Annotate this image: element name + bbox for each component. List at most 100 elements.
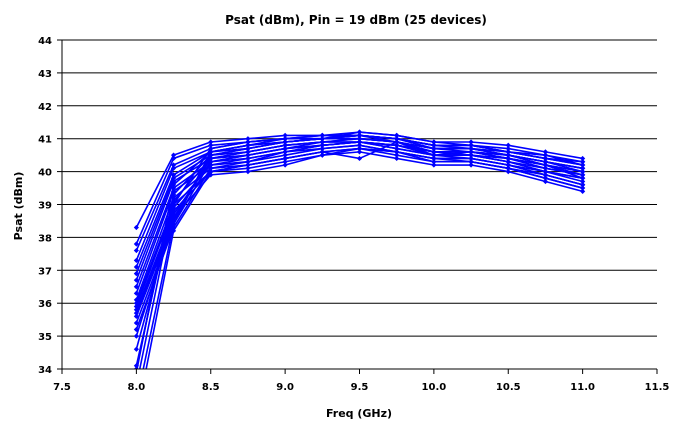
- data-point-marker: [505, 152, 511, 158]
- y-axis-label: Psat (dBm): [12, 172, 25, 241]
- x-tick-label: 11.0: [570, 382, 595, 393]
- x-tick-label: 10.0: [422, 382, 447, 393]
- data-point-marker: [394, 152, 400, 158]
- data-point-marker: [170, 152, 177, 158]
- data-point-marker: [170, 185, 177, 191]
- data-point-marker: [356, 145, 363, 152]
- data-point-marker: [282, 132, 288, 139]
- data-point-marker: [394, 155, 400, 162]
- y-tick-label: 39: [38, 201, 52, 212]
- series-line-25: [145, 147, 583, 369]
- data-point-marker: [170, 182, 177, 188]
- series-layer: [135, 131, 583, 369]
- data-point-marker: [542, 178, 549, 185]
- data-point-marker: [170, 215, 177, 221]
- data-point-marker: [170, 155, 177, 162]
- data-point-marker: [170, 172, 177, 178]
- data-point-marker: [133, 333, 139, 339]
- data-point-marker: [134, 399, 139, 404]
- data-point-marker: [356, 142, 363, 148]
- data-point-marker: [542, 159, 549, 165]
- data-point-marker: [505, 162, 511, 168]
- y-tick-label: 34: [38, 365, 52, 376]
- data-point-marker: [133, 363, 139, 369]
- y-tick-label: 37: [38, 266, 52, 277]
- data-point-marker: [468, 149, 474, 155]
- data-point-marker: [133, 284, 139, 290]
- y-tick-label: 44: [38, 36, 52, 47]
- data-point-marker: [170, 178, 177, 185]
- data-point-marker: [431, 159, 437, 165]
- y-tick-label: 35: [38, 332, 52, 343]
- data-point-marker: [245, 139, 251, 145]
- y-tick-label: 42: [38, 102, 52, 113]
- data-point-marker: [208, 149, 214, 155]
- data-point-marker: [170, 188, 177, 194]
- y-tick-label: 43: [38, 69, 52, 80]
- data-point-marker: [170, 162, 177, 168]
- data-point-marker: [394, 132, 400, 139]
- y-tick-labels: 34 35 36 37 38 39 40 41 42 43 44: [38, 36, 52, 376]
- data-point-marker: [505, 149, 511, 155]
- data-point-marker: [542, 155, 549, 162]
- data-point-marker: [282, 152, 288, 158]
- data-point-marker: [282, 159, 288, 165]
- data-point-marker: [208, 142, 214, 148]
- data-point-marker: [208, 139, 214, 145]
- y-tick-label: 36: [38, 299, 52, 310]
- data-point-marker: [133, 297, 139, 303]
- data-point-marker: [245, 136, 251, 142]
- data-point-marker: [394, 149, 400, 155]
- data-point-marker: [133, 247, 139, 254]
- data-point-marker: [170, 198, 177, 204]
- data-point-marker: [356, 136, 363, 142]
- data-point-marker: [133, 307, 139, 313]
- data-point-marker: [282, 155, 288, 162]
- data-point-marker: [170, 195, 177, 201]
- data-point-marker: [245, 152, 251, 158]
- data-point-marker: [245, 145, 251, 152]
- data-point-marker: [133, 310, 139, 316]
- data-point-marker: [208, 169, 214, 175]
- data-point-marker: [431, 139, 437, 145]
- data-point-marker: [170, 165, 177, 171]
- data-point-marker: [505, 145, 511, 152]
- data-point-marker: [133, 326, 139, 333]
- data-point-marker: [245, 162, 251, 168]
- data-point-marker: [542, 152, 549, 158]
- data-point-marker: [580, 169, 586, 175]
- data-point-marker: [580, 185, 586, 191]
- data-point-marker: [394, 139, 400, 145]
- data-point-marker: [319, 145, 325, 152]
- data-point-marker: [431, 145, 437, 152]
- x-tick-label: 7.5: [53, 382, 71, 393]
- data-point-marker: [133, 264, 139, 270]
- data-point-marker: [580, 155, 586, 162]
- data-point-marker: [133, 346, 139, 352]
- data-point-marker: [133, 290, 139, 296]
- data-point-marker: [282, 145, 288, 152]
- data-point-marker: [356, 149, 363, 155]
- y-tick-label: 41: [38, 135, 52, 146]
- data-point-marker: [580, 182, 586, 188]
- grid-lines: [62, 39, 657, 370]
- x-tick-labels: 7.5 8.0 8.5 9.0 9.5 10.0 10.5 11.0 11.5: [53, 382, 669, 393]
- data-point-marker: [542, 149, 549, 155]
- data-point-marker: [170, 201, 177, 208]
- data-point-marker: [319, 136, 325, 142]
- data-point-marker: [170, 218, 177, 224]
- data-point-marker: [542, 169, 549, 175]
- data-point-marker: [133, 277, 139, 283]
- data-point-marker: [133, 320, 139, 326]
- data-point-marker: [468, 162, 474, 168]
- data-point-marker: [245, 155, 251, 162]
- data-point-marker: [580, 162, 586, 168]
- data-point-marker: [208, 162, 214, 168]
- data-point-marker: [319, 149, 325, 155]
- chart-title: Psat (dBm), Pin = 19 dBm (25 devices): [225, 13, 487, 27]
- data-point-marker: [133, 366, 139, 369]
- data-point-marker: [208, 172, 214, 178]
- data-point-marker: [170, 175, 177, 181]
- data-point-marker: [319, 142, 325, 148]
- data-point-marker: [170, 228, 177, 234]
